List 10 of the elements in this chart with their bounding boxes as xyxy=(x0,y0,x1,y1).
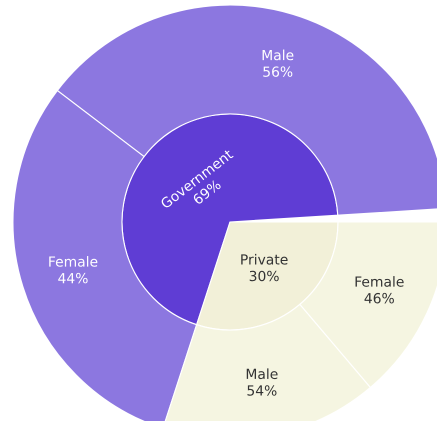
data-label: 56% xyxy=(263,66,292,77)
data-label: 54% xyxy=(247,385,277,396)
category-label: Female xyxy=(49,256,98,267)
category-label: Male xyxy=(262,50,294,60)
category-label: Private xyxy=(241,254,288,265)
data-label: 30% xyxy=(250,270,279,282)
category-label: Female xyxy=(356,276,404,287)
category-label: Male xyxy=(246,368,278,380)
data-label: 46% xyxy=(364,292,394,304)
data-label: 44% xyxy=(58,272,88,284)
